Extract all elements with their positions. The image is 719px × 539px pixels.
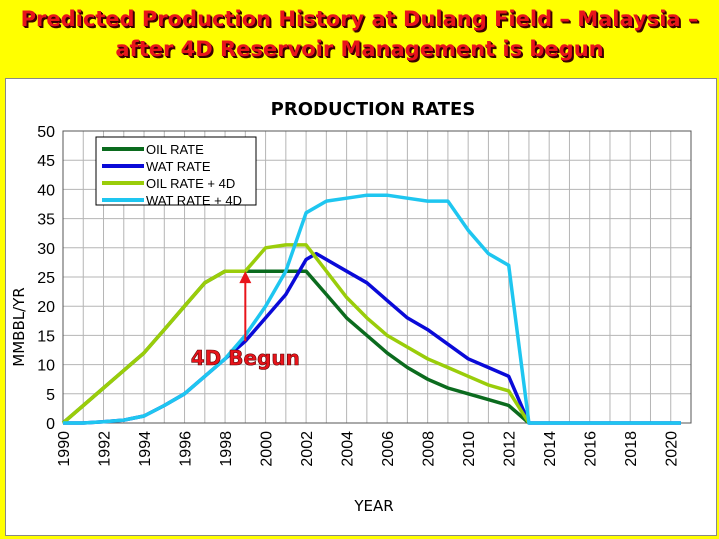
x-tick-label: 1992 [97, 431, 114, 467]
series-line-wat-rate-4d [63, 193, 681, 425]
x-tick-label: 1990 [56, 431, 73, 467]
legend-label: WAT RATE [146, 159, 211, 174]
slide-title-line2: after 4D Reservoir Management is begun [115, 37, 604, 61]
x-tick-label: 2002 [299, 431, 316, 467]
y-tick-label: 35 [37, 212, 55, 229]
legend: OIL RATE WAT RATE OIL RATE + 4D WAT RATE + … [95, 136, 257, 208]
y-tick-label: 30 [37, 241, 55, 258]
x-tick-label: 2000 [259, 431, 276, 467]
chart-frame: 0 5 10 15 20 25 30 35 40 45 50 1990 1992 1994 1996 1998… [5, 78, 717, 536]
x-tick-label: 2020 [664, 431, 681, 467]
x-tick-label: 1994 [137, 431, 154, 467]
x-tick-label: 1998 [218, 431, 235, 467]
x-tick-label: 2006 [380, 431, 397, 467]
y-tick-label: 20 [37, 299, 55, 316]
x-tick-label: 2004 [340, 431, 357, 467]
plot-border [62, 130, 692, 424]
x-tick-label: 2014 [542, 431, 559, 467]
y-tick-label: 0 [46, 416, 55, 433]
y-tick-label: 25 [37, 270, 55, 287]
y-tick-label: 45 [37, 153, 55, 170]
y-axis-title: MMBBL/YR [10, 287, 28, 366]
production-chart: 0 5 10 15 20 25 30 35 40 45 50 1990 1992 1994 1996 1998… [10, 99, 692, 515]
x-tick-label: 2008 [421, 431, 438, 467]
x-tick-label: 2016 [583, 431, 600, 467]
y-tick-label: 15 [37, 328, 55, 345]
x-tick-label: 2010 [461, 431, 478, 467]
y-tick-label: 10 [37, 358, 55, 375]
annotation-arrow-head [239, 271, 252, 284]
x-tick-label: 2018 [623, 431, 640, 467]
legend-label: OIL RATE + 4D [146, 176, 235, 191]
slide-title: Predicted Production History at Dulang F… [0, 4, 719, 64]
series-layer [61, 193, 681, 425]
x-tick-label: 1996 [178, 431, 195, 467]
axis-layer: 0 5 10 15 20 25 30 35 40 45 50 1990 1992 1994 1996 1998… [37, 124, 692, 467]
legend-label: OIL RATE [146, 142, 204, 157]
annotation-4d-begun: 4D Begun [191, 346, 300, 370]
x-tick-label: 2012 [502, 431, 519, 467]
y-tick-label: 50 [37, 124, 55, 141]
legend-label: WAT RATE + 4D [146, 193, 242, 208]
chart-title: PRODUCTION RATES [271, 99, 476, 120]
y-tick-label: 5 [46, 387, 55, 404]
slide-title-line1: Predicted Production History at Dulang F… [20, 7, 699, 31]
x-axis-title: YEAR [353, 497, 393, 515]
annotation-layer: 4D Begun [190, 271, 300, 371]
y-tick-label: 40 [37, 182, 55, 199]
